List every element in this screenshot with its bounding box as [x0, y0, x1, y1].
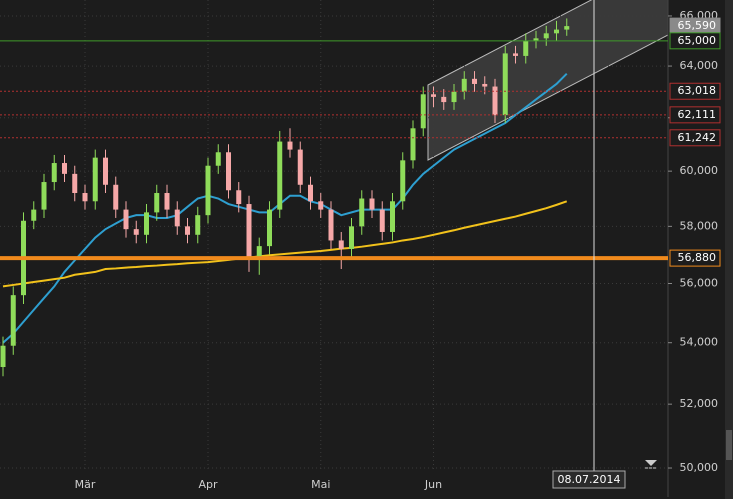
candle-body [144, 212, 149, 235]
candle-body [400, 160, 406, 202]
x-tick-label: Mär [75, 478, 96, 491]
scrollbar [725, 0, 733, 499]
level-box [669, 82, 721, 100]
x-tick-label: Mai [311, 478, 330, 491]
y-tick-label: 52,000 [680, 397, 719, 410]
candle-body [103, 157, 108, 185]
level-label: 56,880 [678, 251, 717, 264]
level-label: 65,590 [678, 19, 717, 32]
moving-average [2, 200, 568, 288]
candle-body [154, 193, 160, 213]
scroll-thumb[interactable] [726, 430, 732, 460]
candle-body [133, 229, 139, 235]
candle-body [113, 184, 119, 210]
candle-body [62, 163, 67, 174]
y-tick-label: 64,000 [680, 59, 719, 72]
candle-body [267, 209, 272, 247]
candle-body [205, 165, 211, 216]
crosshair-label: 08.07.2014 [558, 473, 621, 486]
candle-body [431, 94, 436, 97]
candle-body [318, 201, 324, 210]
level-label: 65,000 [678, 34, 717, 47]
candle-body [308, 184, 313, 202]
candle-body [502, 53, 508, 116]
candle-body [287, 141, 293, 150]
candle-body [41, 182, 47, 210]
level-box [669, 106, 721, 124]
candle-body [277, 141, 283, 210]
candle-body [226, 152, 231, 191]
candle-body [10, 295, 16, 346]
y-tick-label: 60,000 [680, 164, 719, 177]
candle-body [338, 240, 344, 249]
moving-average [2, 73, 568, 344]
candle-body [523, 40, 529, 56]
candle-body [379, 209, 385, 232]
crosshair-box [552, 470, 626, 489]
level-label: 63,018 [678, 84, 717, 97]
candle-body [513, 53, 518, 56]
candle-body [482, 83, 488, 87]
candle-body [92, 157, 98, 202]
candle-body [564, 26, 570, 30]
level-box [669, 249, 721, 267]
level-box [669, 129, 721, 147]
candle-body [328, 209, 334, 241]
candle-body [185, 226, 190, 235]
y-tick-label: 56,000 [680, 276, 719, 289]
candle-body [236, 190, 242, 205]
candle-body [215, 152, 221, 166]
candle-body [256, 246, 262, 258]
candle-body [297, 149, 303, 185]
candle-body [359, 198, 365, 227]
overlays: 65,590 65,000 63,018 62,111 61,242 56,880 08.0… [0, 0, 721, 489]
x-tick-label: Jun [424, 478, 442, 491]
y-tick-label: 58,000 [680, 219, 719, 232]
candle-body [543, 33, 549, 39]
candle-body [390, 201, 395, 232]
x-tick-label: Apr [198, 478, 218, 491]
grid: 50,00052,00054,00056,00058,00060,00062,0… [0, 0, 718, 491]
candle-body [554, 29, 559, 34]
y-tick-label: 54,000 [680, 336, 719, 349]
candle-body [410, 128, 416, 161]
candle-body [246, 204, 252, 258]
candle-body [369, 198, 375, 210]
candle-body [441, 96, 447, 103]
candle-body [451, 91, 457, 103]
level-box [669, 32, 721, 50]
level-label: 61,242 [678, 131, 717, 144]
candle-body [82, 193, 88, 202]
level-label: 62,111 [678, 108, 717, 121]
candle-body [0, 345, 6, 368]
candle-body [420, 94, 426, 129]
candle-body [195, 215, 201, 235]
candle-body [31, 209, 37, 221]
menu-icon[interactable] [645, 460, 657, 466]
candle-body [72, 173, 78, 194]
candle-body [472, 78, 477, 84]
y-tick-label: 50,000 [680, 461, 719, 474]
candle-body [349, 226, 354, 249]
candle-body [164, 193, 170, 210]
candle-body [51, 163, 57, 183]
candle-body [461, 78, 467, 92]
candle-body [533, 38, 539, 41]
candle-body [123, 209, 129, 230]
candle-body [492, 86, 498, 116]
candle-body [174, 209, 180, 227]
